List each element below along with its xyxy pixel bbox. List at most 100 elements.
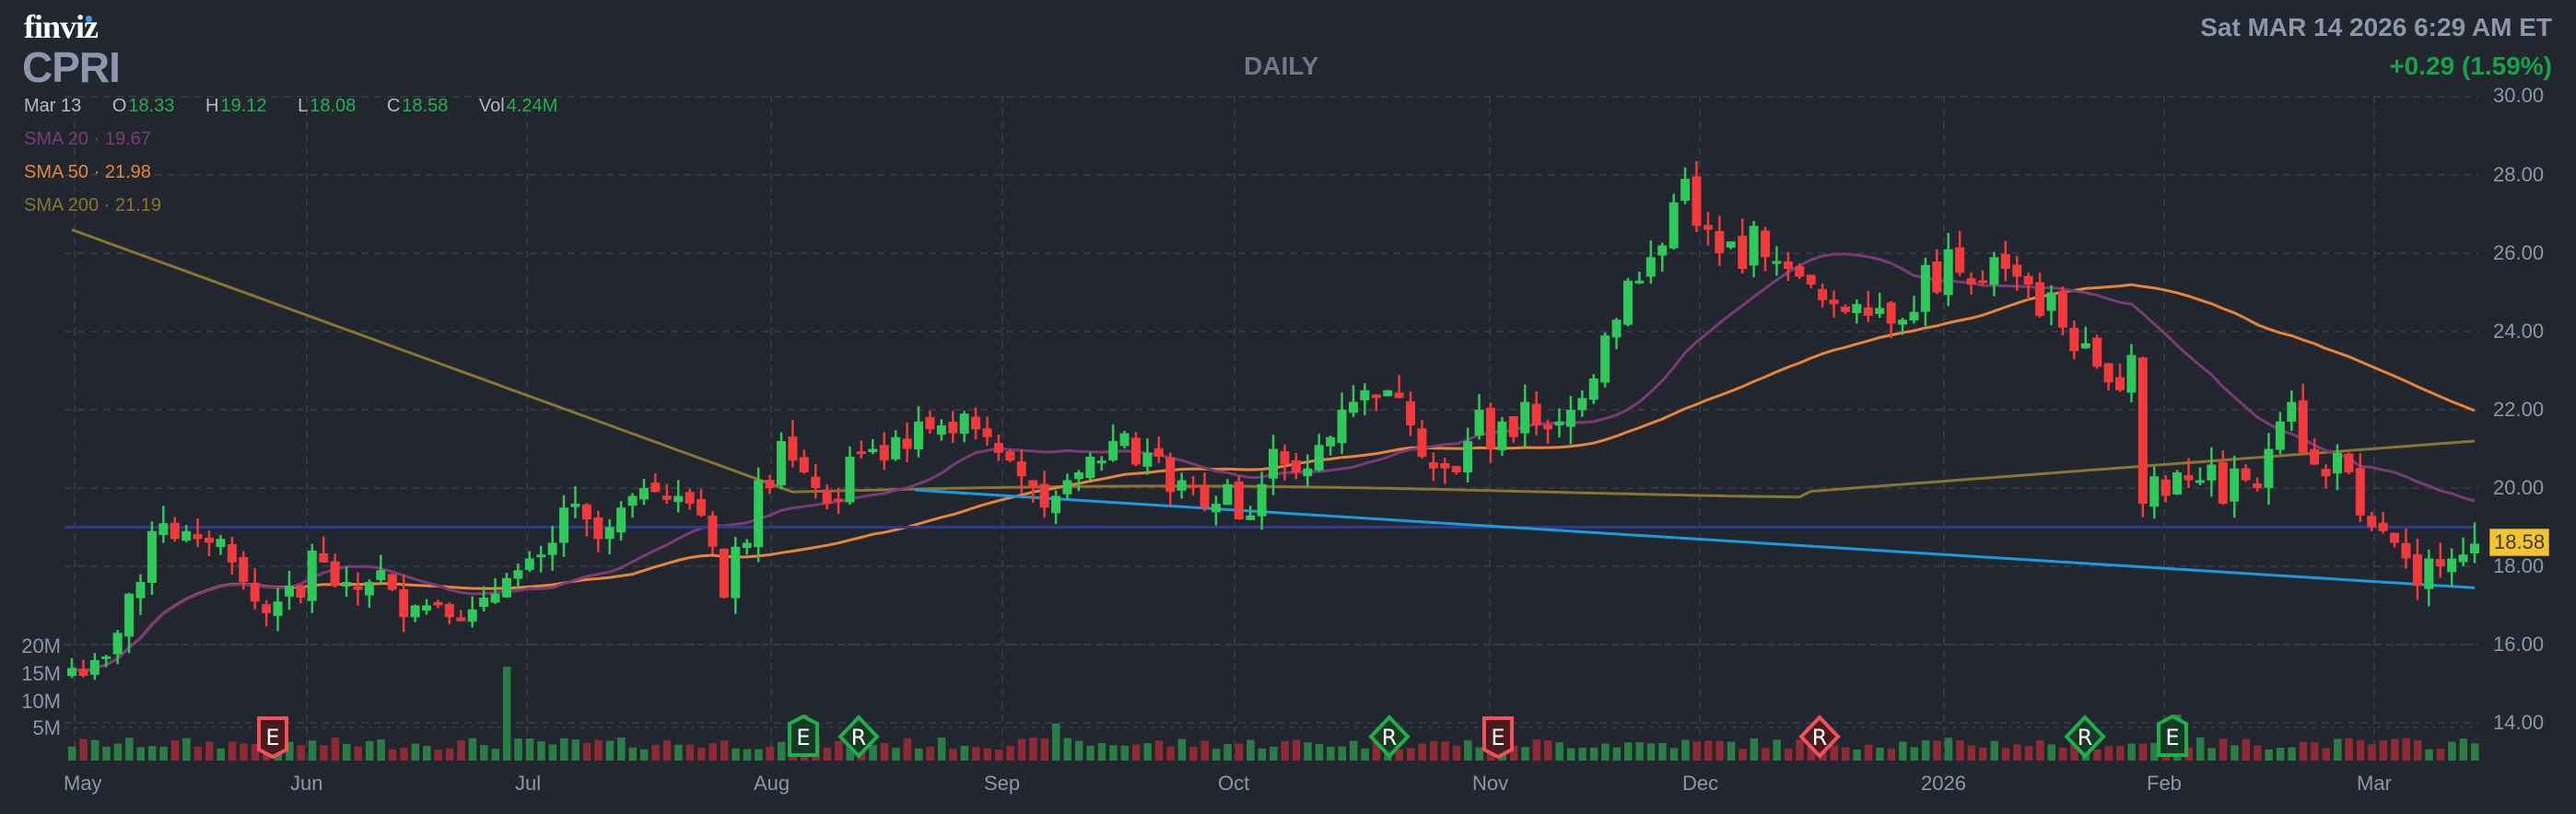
candle-body[interactable] [1634, 280, 1645, 284]
candle-body[interactable] [948, 421, 958, 434]
candle-body[interactable] [627, 495, 638, 506]
candle-body[interactable] [284, 586, 294, 597]
candle-body[interactable] [146, 530, 157, 584]
candle-body[interactable] [754, 480, 764, 548]
candle-body[interactable] [1394, 392, 1404, 399]
candle-body[interactable] [2035, 282, 2045, 316]
candle-body[interactable] [1955, 247, 1965, 273]
candle-body[interactable] [1920, 264, 1930, 312]
candle-body[interactable] [67, 668, 76, 677]
candle-body[interactable] [1829, 299, 1839, 305]
candle-body[interactable] [1611, 320, 1622, 338]
candle-body[interactable] [708, 515, 718, 547]
candle-body[interactable] [193, 534, 203, 540]
candle-body[interactable] [1371, 394, 1381, 399]
candle-body[interactable] [1360, 390, 1370, 401]
candle-body[interactable] [1726, 241, 1736, 248]
candle-body[interactable] [1463, 441, 1473, 472]
candle-body[interactable] [834, 498, 844, 502]
candle-body[interactable] [1761, 230, 1771, 258]
candle-body[interactable] [982, 428, 992, 437]
earnings-marker-icon[interactable]: E [1482, 716, 1514, 760]
earnings-marker-icon[interactable]: E [788, 714, 819, 757]
candle-body[interactable] [239, 556, 249, 582]
candle-body[interactable] [799, 457, 809, 472]
rating-marker-icon[interactable]: R [837, 715, 880, 759]
earnings-marker-icon[interactable]: E [2157, 714, 2188, 757]
candle-body[interactable] [1932, 261, 1942, 293]
candle-body[interactable] [616, 507, 626, 533]
candle-body[interactable] [2253, 483, 2263, 488]
candle-body[interactable] [2264, 448, 2274, 488]
candle-body[interactable] [1269, 448, 1278, 479]
candle-body[interactable] [1142, 452, 1153, 467]
candle-body[interactable] [2287, 401, 2297, 423]
candle-body[interactable] [1417, 428, 1427, 457]
candle-body[interactable] [1772, 261, 1782, 264]
candle-body[interactable] [1909, 311, 1919, 321]
candle-body[interactable] [1622, 280, 1633, 325]
candle-body[interactable] [158, 523, 169, 535]
candle-body[interactable] [1291, 459, 1301, 472]
candle-body[interactable] [1039, 483, 1049, 508]
candle-body[interactable] [1177, 480, 1187, 491]
candle-body[interactable] [719, 548, 729, 598]
candle-body[interactable] [2103, 363, 2113, 383]
candle-body[interactable] [1783, 261, 1793, 269]
candle-body[interactable] [547, 542, 557, 555]
candle-body[interactable] [1073, 472, 1083, 480]
candle-body[interactable] [444, 603, 454, 618]
candle-body[interactable] [2412, 554, 2422, 587]
candle-body[interactable] [662, 495, 672, 500]
candle-body[interactable] [501, 577, 511, 598]
candle-body[interactable] [765, 480, 775, 488]
candle-body[interactable] [1898, 320, 1908, 325]
candle-body[interactable] [1085, 457, 1095, 479]
candle-body[interactable] [1806, 274, 1816, 285]
candle-body[interactable] [2115, 377, 2125, 390]
candle-body[interactable] [1165, 457, 1176, 493]
candle-body[interactable] [1863, 307, 1873, 316]
candle-body[interactable] [1153, 448, 1164, 457]
candle-body[interactable] [1554, 421, 1564, 425]
candle-body[interactable] [296, 585, 306, 598]
candle-body[interactable] [1280, 451, 1290, 465]
candle-body[interactable] [1062, 480, 1072, 494]
candle-body[interactable] [604, 527, 615, 540]
candle-body[interactable] [570, 504, 580, 507]
rating-marker-icon[interactable]: R [1368, 715, 1411, 759]
candle-body[interactable] [914, 421, 924, 450]
candle-body[interactable] [1383, 390, 1393, 397]
candle-body[interactable] [1543, 424, 1553, 430]
candle-body[interactable] [788, 436, 798, 461]
candle-body[interactable] [330, 561, 340, 587]
candle-body[interactable] [1680, 179, 1691, 202]
candle-body[interactable] [513, 570, 523, 579]
candle-body[interactable] [1130, 437, 1141, 465]
candle-body[interactable] [1016, 461, 1026, 477]
rating-marker-icon[interactable]: R [1798, 715, 1841, 759]
candle-body[interactable] [1577, 398, 1587, 411]
candle-body[interactable] [1108, 441, 1118, 460]
sma200-legend[interactable]: SMA 200 · 21.19 [24, 195, 162, 215]
candle-body[interactable] [822, 490, 832, 504]
candle-body[interactable] [2470, 543, 2479, 553]
candle-body[interactable] [399, 589, 409, 618]
candle-body[interactable] [971, 416, 981, 430]
candle-body[interactable] [1223, 483, 1233, 506]
candle-body[interactable] [262, 604, 272, 613]
candle-body[interactable] [2458, 554, 2468, 563]
candle-body[interactable] [731, 546, 741, 599]
candle-body[interactable] [536, 554, 546, 558]
candle-body[interactable] [181, 530, 192, 541]
candle-body[interactable] [1818, 288, 1828, 300]
candle-body[interactable] [776, 441, 786, 486]
candle-body[interactable] [902, 438, 912, 449]
candle-body[interactable] [650, 483, 661, 493]
candle-body[interactable] [1749, 226, 1759, 266]
candle-body[interactable] [2378, 522, 2388, 531]
candle-body[interactable] [811, 476, 821, 488]
candle-body[interactable] [78, 669, 88, 676]
candle-body[interactable] [2332, 452, 2342, 474]
